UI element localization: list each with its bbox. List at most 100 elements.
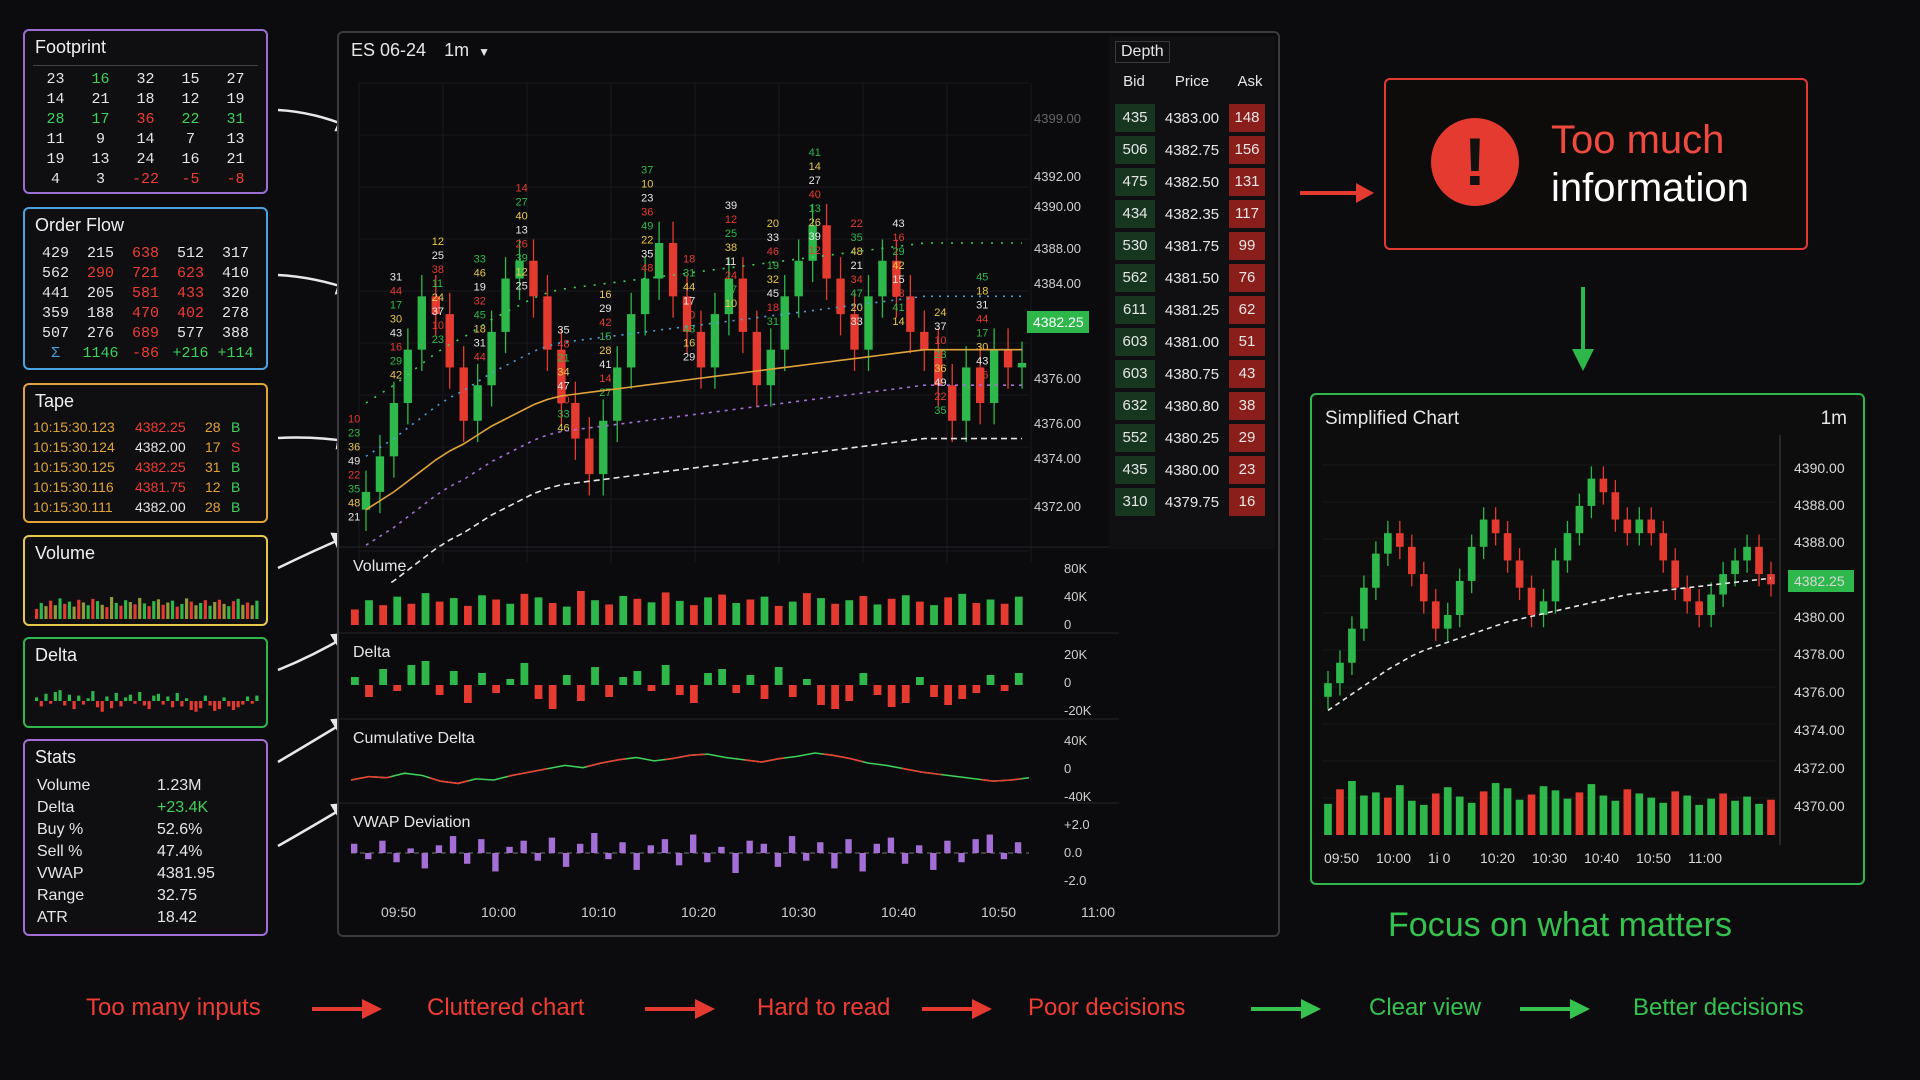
main-candle [850,314,859,350]
delta-bar [647,685,656,691]
simple-volume-bar [1731,800,1739,835]
depth-price: 4381.00 [1164,333,1220,351]
volume-bar [930,605,938,625]
footprint-number: 17 [976,327,988,339]
main-y-tick: 4388.00 [1034,241,1081,256]
volume-mini-bar [81,602,86,619]
main-candle [682,296,692,332]
delta-mini-bar [58,690,62,701]
delta-bar [619,677,628,685]
main-candle [640,278,650,315]
simple-candle [1515,560,1524,588]
delta-mini-bar [189,701,193,710]
footprint-number: 46 [474,268,486,280]
vwap-dev-bar [718,846,725,853]
simple-y-tick: 4378.00 [1794,646,1845,662]
symbol-label: ES 06-24 [351,40,427,60]
grid-cell: 689 [131,324,159,342]
volume-mini-bar [91,598,95,619]
stats-value: 52.6% [157,821,203,838]
depth-bid: 632 [1115,392,1155,420]
delta-bar [916,677,924,685]
grid-cell: 27 [226,70,245,88]
main-candle [473,385,482,421]
delta-mini-bar [138,692,142,701]
depth-price: 4382.75 [1164,141,1220,159]
delta-bar [718,669,727,685]
volume-bar [449,598,458,625]
warning-line2: information [1551,166,1749,210]
main-x-tick: 10:30 [781,904,816,920]
vwap-dev-bar [944,840,951,853]
footprint-number: 17 [390,299,402,311]
depth-ask: 38 [1229,392,1265,420]
simple-candle [1419,574,1428,602]
tape-size: 12 [205,479,221,495]
delta-mini-bar [147,701,151,710]
volume-mini-bar [222,603,226,619]
vwap-dev-bar [435,845,443,853]
footprint-number: 20 [767,218,779,230]
simple-volume-bar [1491,783,1500,835]
volume-bar [774,605,783,625]
volume-bar [520,593,529,625]
main-candle [989,349,999,403]
delta-bar [365,685,373,697]
stats-value: +23.4K [157,799,209,816]
delta-mini-bar [39,701,43,707]
footprint-number: 34 [557,367,569,379]
volume-bar [845,600,854,625]
grid-cell: 36 [136,110,155,128]
footprint-number: 15 [599,331,611,343]
main-candle [696,331,706,368]
footprint-number: 41 [809,147,821,159]
pane-title: Delta [353,644,390,661]
main-chart-panel: ES 06-24 1m ▼ 10 23 36 49 22 35 48 21 31 44 17 30 43… [337,31,1280,937]
simple-volume-bar [1551,790,1560,835]
stats-row: Sell % 47.4% [37,841,258,863]
main-candle [585,438,594,475]
grid-cell: 410 [221,264,249,282]
grid-cell: 721 [131,264,159,282]
depth-bid: 434 [1115,200,1155,228]
simple-volume-bar [1695,804,1704,835]
simple-volume-bar [1360,795,1368,835]
footprint-number: 45 [474,310,486,322]
stats-value: 47.4% [157,843,203,860]
delta-mini-bar [105,696,109,701]
main-candle [668,243,678,297]
stats-list: Volume 1.23M Delta +23.4K Buy % 52.6% Sell % 47… [37,775,258,929]
tape-side: B [231,479,241,495]
vwap-dev-bar [901,853,909,864]
simple-x-tick: 10:00 [1376,850,1411,866]
pane-y-tick: +2.0 [1064,817,1090,832]
simple-y-tick: 4372.00 [1794,760,1845,776]
main-candle [487,331,496,386]
main-y-tick: 4392.00 [1034,169,1081,184]
volume-bar [421,593,430,625]
grid-cell: -5 [181,170,200,188]
delta-mini-bar [199,701,203,709]
main-candle [752,331,761,386]
volume-mini-bar [156,599,161,619]
delta-mini-bar [77,695,81,701]
footprint-number: 12 [725,214,737,226]
vwap-dev-bar [548,837,556,853]
footprint-number: 11 [432,278,443,290]
volume-mini-bar [35,608,39,619]
footprint-number: 37 [934,321,946,333]
timeframe-selector[interactable]: 1m ▼ [444,40,490,61]
stats-key: Delta [37,799,75,816]
footprint-number: 31 [767,316,779,328]
footprint-number: 27 [515,196,527,208]
simple-candle [1455,580,1464,615]
footprint-number: 34 [850,274,862,286]
vwap-dev-bar [845,839,852,853]
simple-candle [1707,594,1715,615]
simple-volume-bar [1372,792,1380,835]
volume-mini-bar [95,601,100,619]
delta-bar [732,685,741,693]
main-candle [864,296,873,350]
simple-volume-bar [1479,791,1488,835]
depth-row: 562 4381.50 76 [1109,262,1275,294]
